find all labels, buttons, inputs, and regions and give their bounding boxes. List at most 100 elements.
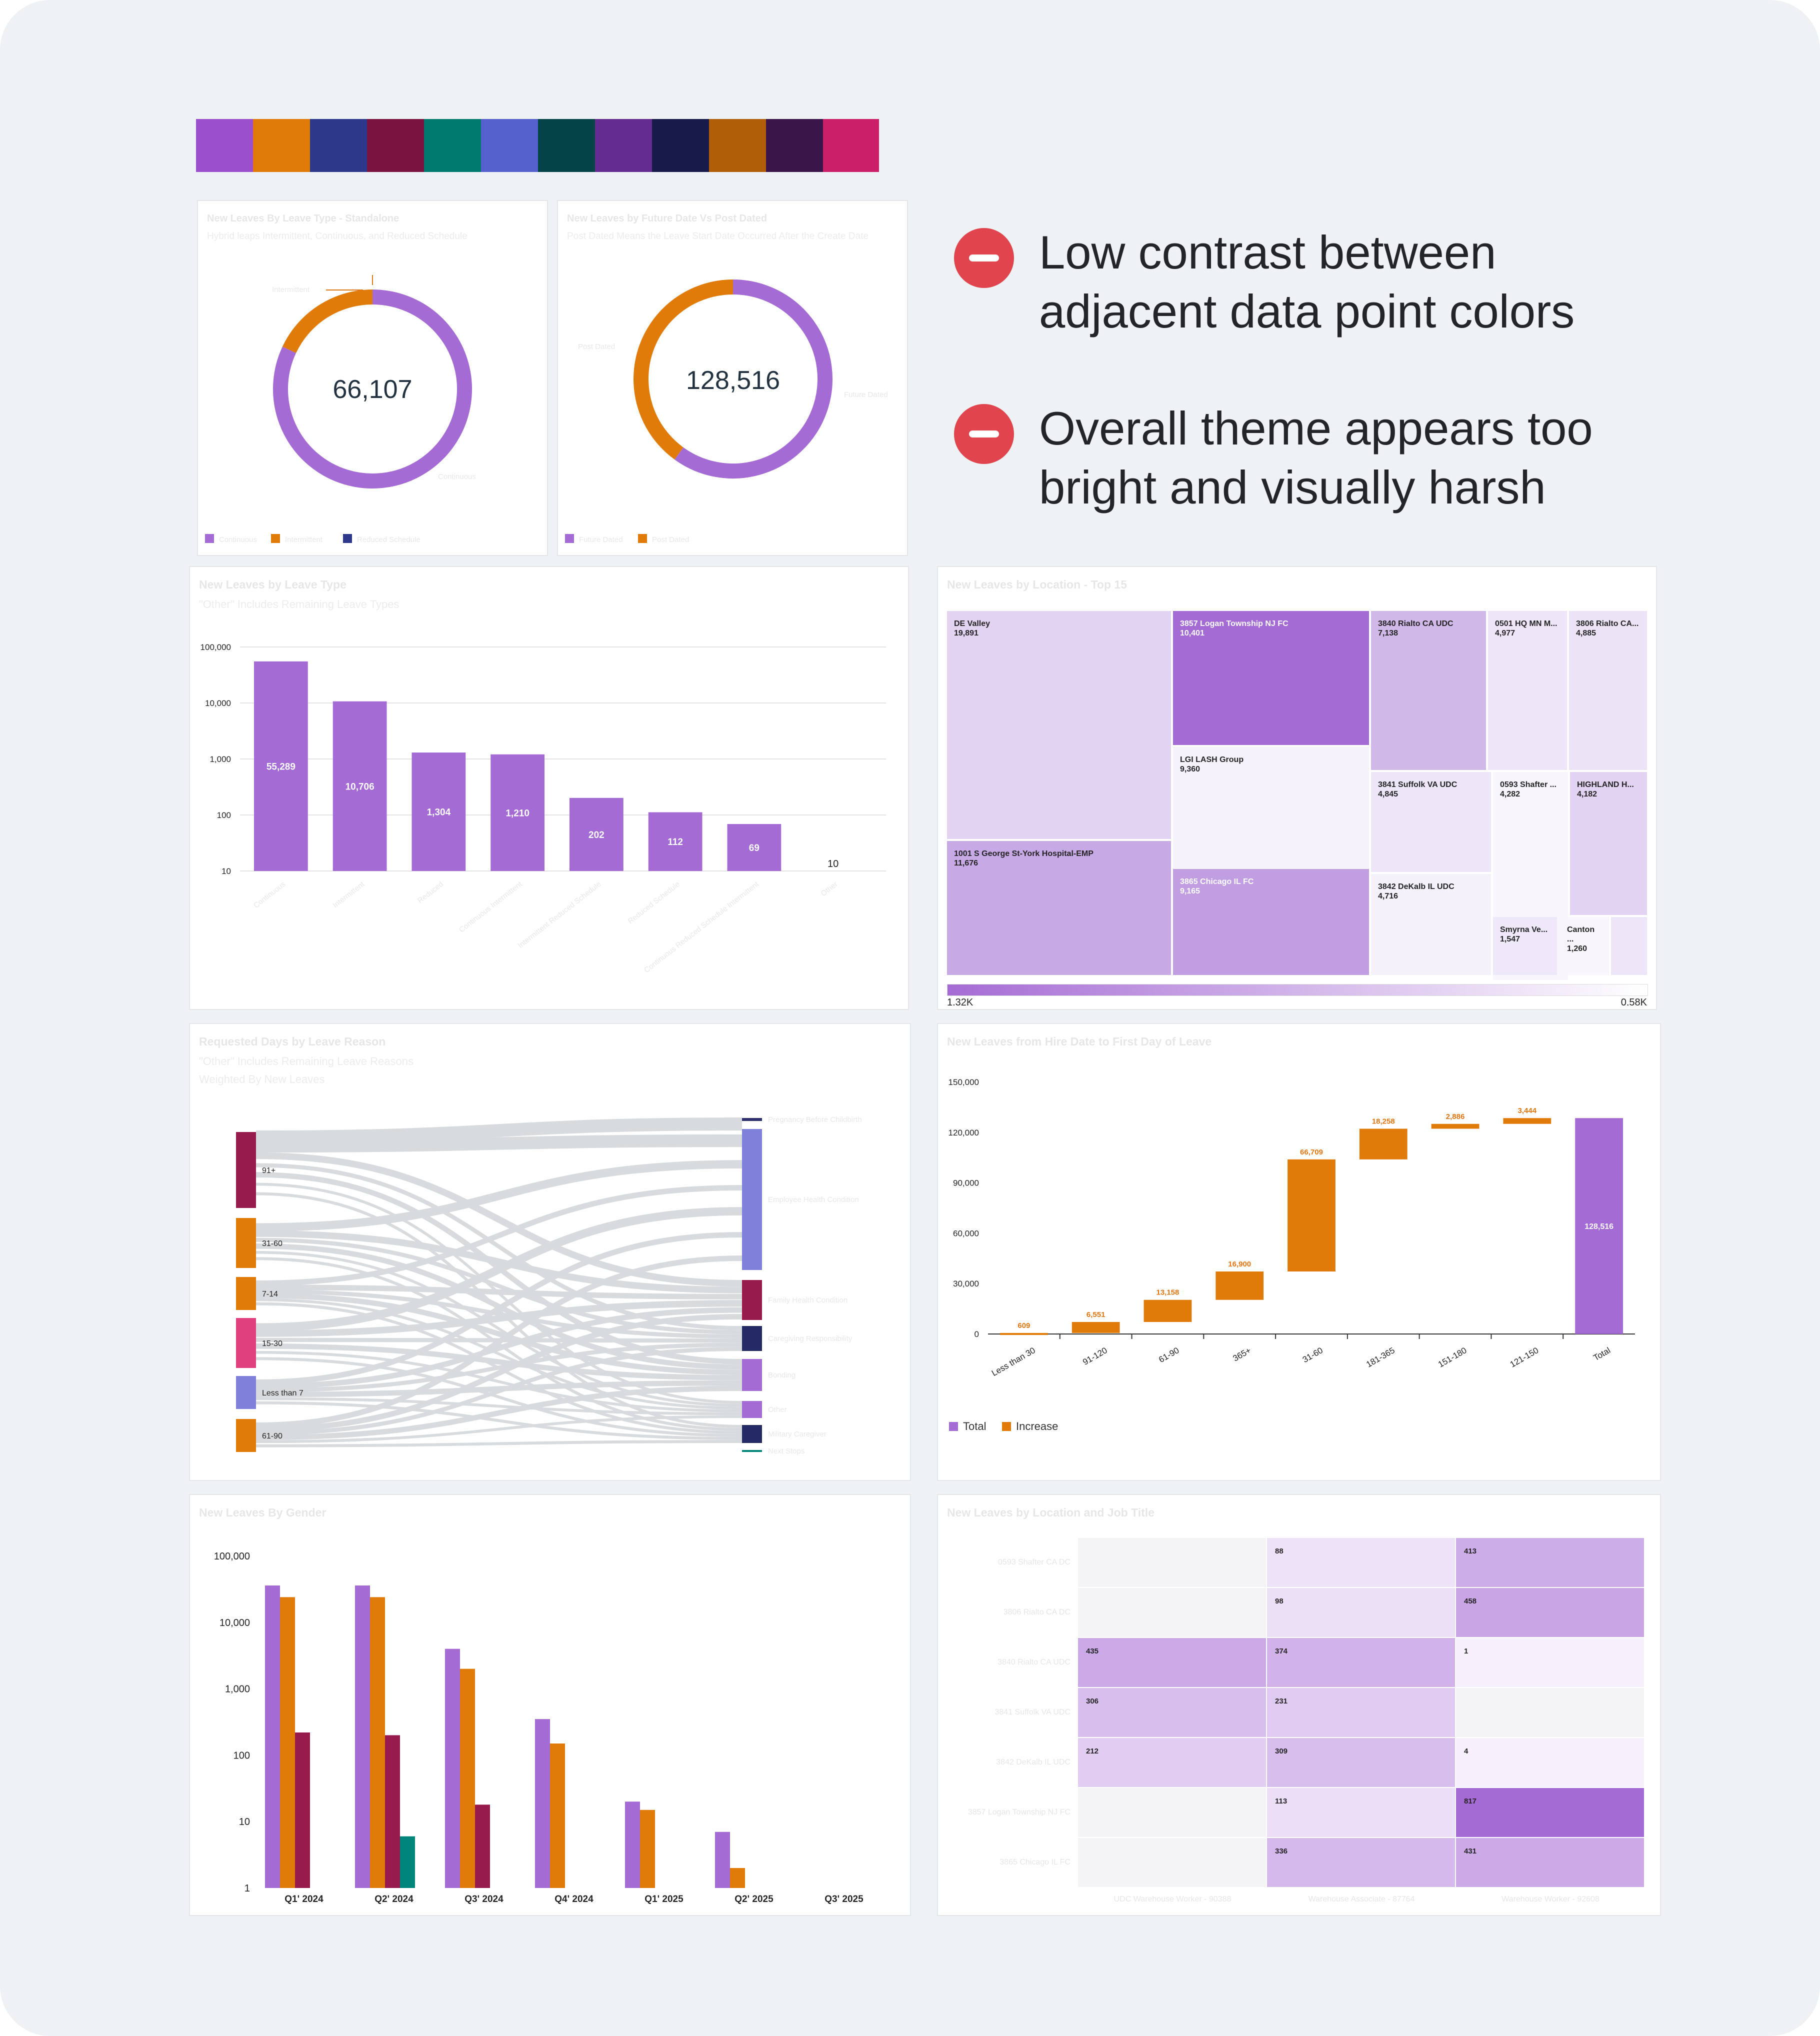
waterfall-value-label: 3,444 [1518, 1106, 1537, 1115]
waterfall-total-bar [1575, 1118, 1623, 1334]
sankey-link [256, 1256, 742, 1428]
x-category-label: Intermittent Reduced Schedule [516, 880, 603, 950]
treemap-cell[interactable]: 3806 Rialto CA... 4,885 [1569, 611, 1647, 770]
heatmap-cell[interactable]: 113 [1267, 1788, 1455, 1837]
sankey-source-label: 91+ [262, 1166, 276, 1175]
heatmap-cell[interactable]: 336 [1267, 1838, 1455, 1887]
callout-line: Low contrast between [1039, 226, 1496, 278]
y-tick-label: 30,000 [953, 1279, 979, 1288]
x-category-label: Continuous [252, 880, 287, 910]
sankey-link [256, 1342, 742, 1393]
treemap-cell[interactable]: HIGHLAND H... 4,182 [1570, 772, 1647, 915]
quarter-label: Q1' 2024 [284, 1894, 324, 1904]
sankey-link [256, 1314, 742, 1432]
sankey-link [256, 1232, 742, 1385]
x-category-label: 365+ [1232, 1346, 1253, 1364]
treemap-cell[interactable]: 0501 HQ MN M... 4,977 [1488, 611, 1567, 770]
heatmap-panel-location-job: New Leaves by Location and Job Title 059… [937, 1494, 1661, 1916]
cell-value: 4,845 [1378, 790, 1398, 798]
panel-title: New Leaves by Leave Type [199, 578, 346, 591]
legend-label: Post Dated [652, 536, 690, 544]
sankey-source-label: 7-14 [262, 1290, 278, 1298]
treemap-cell[interactable]: Smyrna Ve... 1,547 [1493, 917, 1557, 975]
heatmap-cell[interactable]: 435 [1078, 1638, 1266, 1687]
heatmap-col-label: Warehouse Worker - 92608 [1502, 1895, 1600, 1904]
scale-max: 0.58K [1620, 997, 1647, 1008]
heatmap-cell[interactable]: 1 [1456, 1638, 1644, 1687]
sankey-link [256, 1298, 742, 1410]
sankey-link [256, 1380, 742, 1398]
donut-slice [674, 280, 832, 478]
heatmap-cell[interactable]: 458 [1456, 1588, 1644, 1637]
heatmap-cell[interactable]: 4 [1456, 1738, 1644, 1787]
sankey-link [256, 1185, 742, 1286]
cell-value: 11,676 [954, 859, 978, 868]
legend-label: Total [963, 1420, 986, 1432]
quarter-label: Q2' 2025 [734, 1894, 774, 1904]
heatmap-cell[interactable]: 817 [1456, 1788, 1644, 1837]
quarter-label: Q2' 2024 [374, 1894, 414, 1904]
bar-panel-gender: New Leaves By Gender 100,000 10,000 1,000 1… [189, 1494, 911, 1916]
sankey-target-node [742, 1401, 762, 1418]
waterfall-bar [1359, 1128, 1408, 1160]
callout-line: adjacent data point colors [1039, 285, 1575, 338]
color-scale-bar [947, 984, 1648, 996]
heatmap-cell[interactable]: 374 [1267, 1638, 1455, 1687]
sankey-source-label: 15-30 [262, 1340, 282, 1348]
heatmap-cell[interactable]: 231 [1267, 1688, 1455, 1737]
heatmap-cell[interactable]: 413 [1456, 1538, 1644, 1587]
heatmap-grid: 0593 Shafter CA DC 88 413 3806 Rialto CA DC… [938, 1495, 1660, 1915]
waterfall-value-label: 6,551 [1086, 1310, 1106, 1319]
y-tick-label: 1,000 [225, 1684, 250, 1695]
treemap-cell[interactable]: DE Valley 19,891 [947, 611, 1171, 839]
treemap-cell[interactable]: Canton ... 1,260 [1560, 917, 1609, 975]
heatmap-cell[interactable] [1078, 1588, 1266, 1637]
gender-bar [640, 1810, 655, 1888]
heatmap-cell[interactable] [1078, 1538, 1266, 1587]
bar-value-label: 1,210 [506, 808, 530, 818]
treemap-cell[interactable]: 3842 DeKalb IL UDC 4,716 [1371, 874, 1491, 975]
palette-swatch [196, 119, 253, 172]
heatmap-cell[interactable]: 309 [1267, 1738, 1455, 1787]
sankey-source-label: Less than 7 [262, 1389, 304, 1398]
sankey-link [256, 1152, 742, 1287]
sankey-link [256, 1207, 742, 1332]
callout-line: Overall theme appears too [1039, 402, 1593, 454]
treemap-cell[interactable]: 3841 Suffolk VA UDC 4,845 [1371, 772, 1491, 872]
treemap-cell[interactable]: 1001 S George St-York Hospital-EMP 11,676 [947, 841, 1171, 975]
heatmap-cell[interactable]: 212 [1078, 1738, 1266, 1787]
waterfall-bar [1144, 1300, 1192, 1322]
heatmap-cell[interactable]: 98 [1267, 1588, 1455, 1637]
heatmap-cell[interactable]: 431 [1456, 1838, 1644, 1887]
cell-name: LGI LASH Group [1180, 756, 1244, 764]
heatmap-cell[interactable] [1078, 1788, 1266, 1837]
donut-slice [634, 280, 734, 460]
legend-item: Reduced Schedule [343, 534, 420, 544]
x-category-label: Total [1592, 1346, 1612, 1362]
donut-panel-future-vs-post: New Leaves by Future Date Vs Post Dated … [557, 200, 908, 556]
legend-label: Increase [1016, 1420, 1058, 1432]
treemap-cell[interactable] [1611, 917, 1647, 975]
bar [727, 824, 782, 871]
heatmap-cell[interactable]: 306 [1078, 1688, 1266, 1737]
heatmap-cell[interactable]: 88 [1267, 1538, 1455, 1587]
sankey-target-label: Pregnancy Before Childbirth [768, 1116, 862, 1124]
treemap-cell[interactable]: 3857 Logan Township NJ FC 10,401 [1173, 611, 1369, 745]
bar-value-label: 10,706 [346, 782, 374, 792]
heatmap-cell[interactable] [1456, 1688, 1644, 1737]
treemap-cell[interactable]: 3865 Chicago IL FC 9,165 [1173, 869, 1369, 975]
callout-line: bright and visually harsh [1039, 461, 1546, 514]
sankey-link [256, 1440, 742, 1448]
minus-icon [954, 228, 1014, 288]
palette-swatch [538, 119, 595, 172]
treemap-cell[interactable]: 3840 Rialto CA UDC 7,138 [1371, 611, 1486, 770]
x-category-label: 31-60 [1301, 1346, 1324, 1364]
y-tick-label: 1,000 [210, 754, 231, 764]
heatmap-cell[interactable] [1078, 1838, 1266, 1887]
treemap-cell[interactable]: LGI LASH Group 9,360 [1173, 747, 1369, 892]
sankey-target-node [742, 1326, 762, 1351]
sankey-panel-leave-reason: Requested Days by Leave Reason "Other" I… [189, 1023, 911, 1481]
waterfall-value-label: 18,258 [1372, 1117, 1395, 1126]
sankey-link [256, 1163, 742, 1330]
